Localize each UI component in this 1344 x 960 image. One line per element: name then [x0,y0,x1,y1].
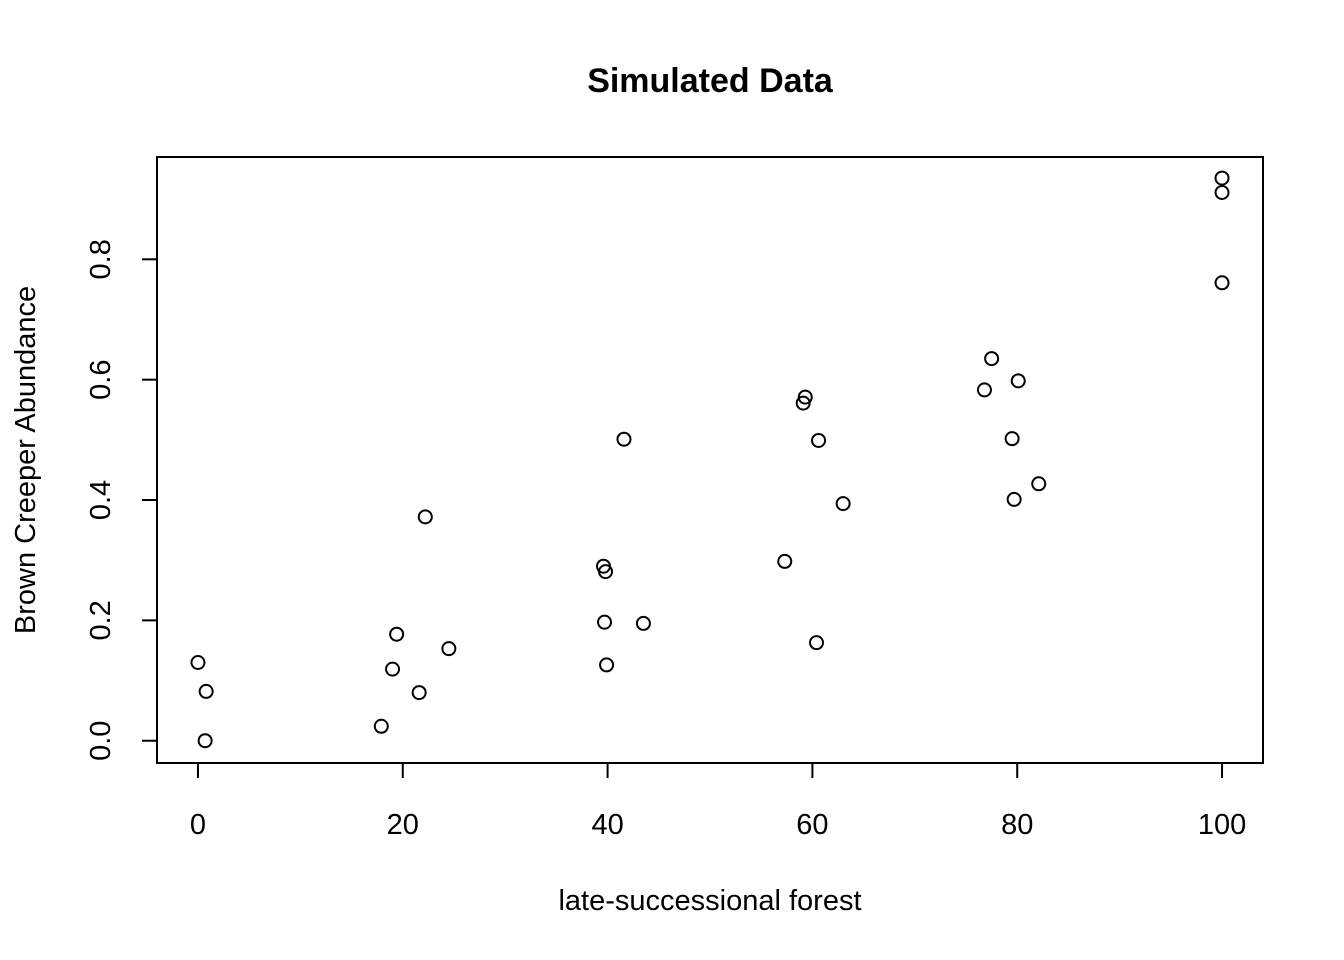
data-point [835,496,851,512]
data-point [616,431,632,447]
data-points [190,170,1230,749]
x-tick-label: 60 [796,809,828,841]
data-point [198,683,214,699]
x-axis: 0 20 40 60 80 100 [190,762,1246,841]
data-point [1214,275,1230,291]
x-tick-label: 100 [1198,809,1246,841]
data-point [411,685,427,701]
x-tick-label: 80 [1001,809,1033,841]
y-tick-label: 0.4 [85,480,117,520]
y-axis-label: Brown Creeper Abundance [10,286,42,634]
x-tick-label: 40 [591,809,623,841]
y-tick-label: 0.8 [85,239,117,279]
data-point [1214,170,1230,186]
data-point [1214,185,1230,201]
data-point [809,635,825,651]
data-point [811,432,827,448]
data-point [976,382,992,398]
data-point [441,641,457,657]
y-axis: 0.0 0.2 0.4 0.6 0.8 [85,239,158,761]
data-point [1031,476,1047,492]
y-tick-label: 0.0 [85,721,117,761]
chart-title: Simulated Data [587,62,834,100]
x-tick-label: 20 [387,809,419,841]
x-axis-label: late-successional forest [558,885,861,917]
data-point [1010,373,1026,389]
data-point [598,564,614,580]
data-point [597,614,613,630]
data-point [1004,431,1020,447]
data-point [417,509,433,525]
data-point [777,553,793,569]
data-point [373,718,389,734]
data-point [635,615,651,631]
plot-area-frame [156,156,1264,764]
data-point [389,626,405,642]
data-point [1006,491,1022,507]
y-tick-label: 0.2 [85,600,117,640]
data-point [197,733,213,749]
data-point [599,657,615,673]
data-point [795,395,811,411]
data-point [385,661,401,677]
data-point [984,351,1000,367]
data-point [190,655,206,671]
x-tick-label: 0 [190,809,206,841]
y-tick-label: 0.6 [85,359,117,399]
